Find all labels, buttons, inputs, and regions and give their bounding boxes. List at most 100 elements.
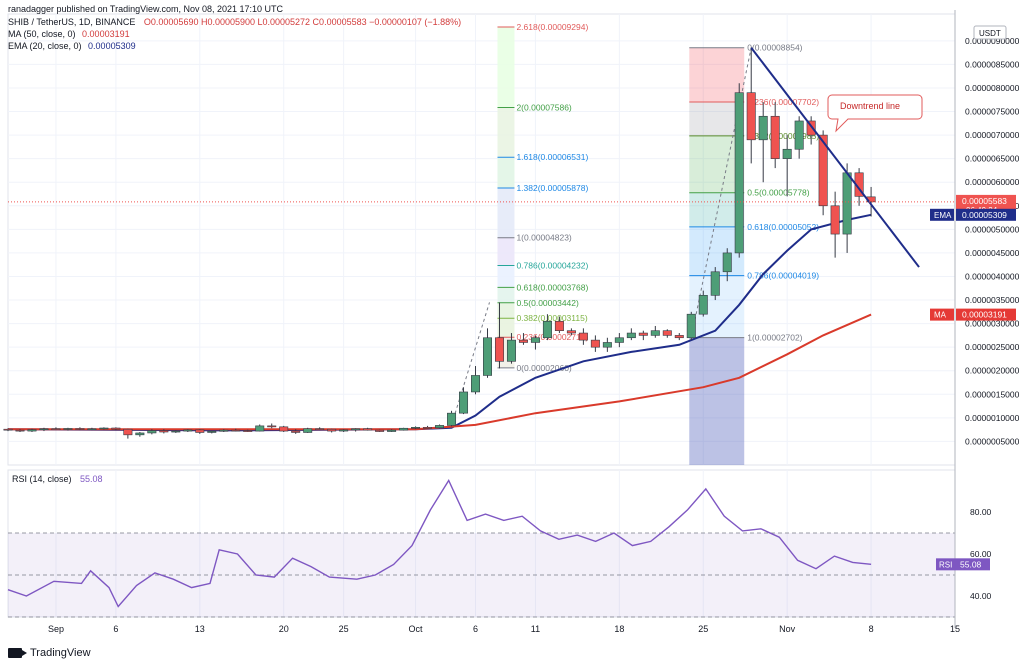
rsi-label: RSI (14, close) — [12, 474, 72, 484]
candle-body-up — [135, 432, 145, 436]
candle-body-up — [411, 426, 421, 429]
candle-body-down — [123, 428, 133, 436]
candle-body-up — [542, 320, 552, 339]
candle-body-up — [147, 430, 157, 434]
candle — [375, 429, 385, 433]
candle — [39, 427, 49, 432]
time-tick-label: 25 — [339, 624, 349, 634]
fib-left-label: 0.786(0.00004232) — [516, 261, 588, 271]
candle — [423, 425, 433, 429]
candle — [315, 427, 325, 431]
price-tick-label: 0.0000060000 — [965, 177, 1020, 187]
candle-body-down — [770, 115, 780, 159]
fib-right-label: 0(0.00008854) — [747, 43, 802, 53]
time-tick-label: Oct — [409, 624, 424, 634]
candle-body-down — [423, 426, 433, 429]
candle — [794, 116, 804, 159]
symbol-legend: SHIB / TetherUS, 1D, BINANCE O0.00005690… — [8, 17, 461, 27]
candle-body-up — [171, 430, 181, 433]
axes: 0.0000090000 0.0000085000 0.0000080000 0.00… — [8, 10, 1020, 634]
fib-right-label: 0.786(0.00004019) — [747, 271, 819, 281]
ema-tag: EMA — [934, 211, 952, 220]
candle-body-down — [674, 335, 684, 339]
fib-left-label: 0.382(0.00003115) — [516, 313, 587, 323]
ema-value: 0.00005309 — [88, 41, 136, 51]
candle — [63, 427, 73, 431]
time-tick-label: Nov — [779, 624, 796, 634]
candle-body-up — [255, 425, 265, 432]
candle-body-down — [327, 428, 337, 432]
rsi-tick-label: 40.00 — [970, 591, 992, 601]
candle — [818, 130, 828, 216]
candle — [87, 427, 97, 431]
fibonacci-extension-left: 2.618(0.00009294) 2(0.00007586) 1.618(0.00… — [451, 22, 588, 426]
ema-legend[interactable]: EMA (20, close, 0) 0.00005309 — [8, 41, 136, 51]
candle-body-up — [87, 428, 97, 431]
candle — [243, 429, 253, 433]
candle-body-down — [818, 134, 828, 207]
rsi-line — [7, 479, 872, 608]
candle-body-down — [159, 430, 169, 433]
fib-left-zone — [497, 107, 515, 158]
ema-tag-value: 0.00005309 — [962, 210, 1007, 220]
ma-tag: MA — [934, 311, 947, 320]
candle — [566, 328, 576, 336]
downtrend-line[interactable]: Downtrend line — [750, 47, 923, 268]
candle — [15, 429, 25, 433]
candle-body-down — [75, 428, 85, 430]
candle — [710, 267, 720, 301]
fib-right-label: 1(0.00002702) — [747, 333, 802, 343]
candle-body-up — [710, 271, 720, 296]
candle — [171, 430, 181, 433]
rsi-tag-value: 55.08 — [960, 559, 982, 569]
fib-left-zone — [497, 157, 515, 188]
candle — [482, 328, 492, 378]
candle-body-up — [399, 427, 409, 431]
time-tick-label: 20 — [279, 624, 289, 634]
candle — [411, 426, 421, 430]
time-tick-label: 8 — [869, 624, 874, 634]
candle — [542, 314, 552, 341]
candle — [722, 248, 732, 282]
indicator-lines — [7, 213, 872, 432]
candle — [363, 427, 373, 431]
candle-body-down — [554, 320, 564, 331]
candlestick-series — [3, 47, 876, 439]
candle — [830, 191, 840, 258]
fib-left-label: 1.618(0.00006531) — [516, 152, 588, 162]
fib-right-zone-extension — [689, 337, 745, 465]
time-tick-label: 6 — [113, 624, 118, 634]
candle-body-down — [830, 205, 840, 235]
time-tick-label: 25 — [698, 624, 708, 634]
candle — [327, 428, 337, 433]
time-tick-label: 11 — [531, 624, 540, 634]
price-tick-label: 0.0000010000 — [965, 413, 1020, 423]
candle-body-down — [375, 429, 385, 432]
candle — [638, 330, 648, 341]
fib-right-label: 0.382(0.00006985) — [747, 131, 819, 141]
rsi-tick-label: 60.00 — [970, 549, 992, 559]
candle-body-down — [195, 429, 205, 433]
candle-body-up — [686, 313, 696, 339]
candle-body-up — [698, 295, 708, 315]
time-tick-label: 15 — [950, 624, 960, 634]
candle — [27, 428, 37, 433]
ma-value: 0.00003191 — [82, 29, 130, 39]
candle — [770, 102, 780, 169]
candle-body-up — [758, 115, 768, 141]
candle-body-up — [602, 342, 612, 348]
fib-left-label: 0.618(0.00003768) — [516, 282, 588, 292]
candle-body-up — [722, 252, 732, 273]
ema-label: EMA (20, close, 0) — [8, 41, 82, 51]
candle-body-down — [806, 120, 816, 136]
candle — [686, 311, 696, 341]
candle — [590, 335, 600, 352]
candle — [99, 427, 109, 430]
candle — [183, 429, 193, 433]
candle — [219, 429, 229, 433]
ma-legend[interactable]: MA (50, close, 0) 0.00003191 — [8, 29, 130, 39]
candle-body-up — [459, 391, 469, 414]
candle-body-up — [530, 337, 540, 343]
candle-body-down — [15, 429, 25, 432]
